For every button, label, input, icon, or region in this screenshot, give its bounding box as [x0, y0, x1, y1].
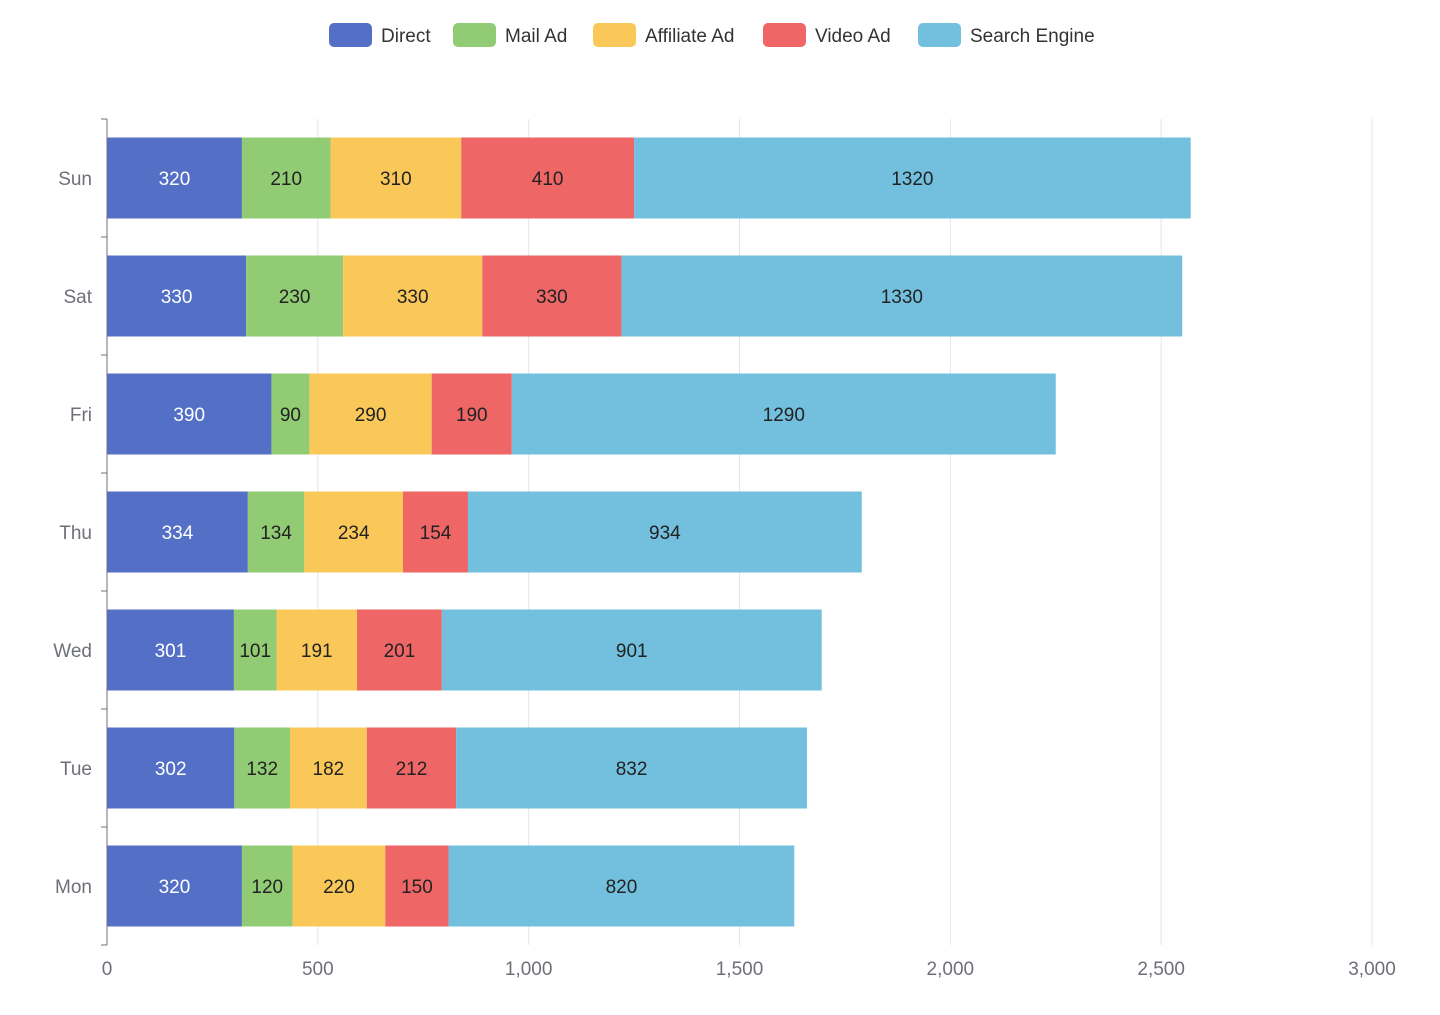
data-label: 330 [397, 287, 429, 308]
bar-segment [241, 845, 293, 927]
bar-segment [448, 845, 795, 927]
data-label: 234 [338, 523, 370, 544]
bar-segment [292, 845, 386, 927]
bar-segment [107, 137, 242, 219]
data-label: 1330 [881, 287, 923, 308]
data-label: 832 [616, 759, 648, 780]
x-tick-label: 0 [102, 959, 113, 980]
bar-segment [271, 373, 310, 455]
bar-segment [107, 609, 234, 691]
y-category-label: Sat [63, 287, 92, 308]
legend-swatch [918, 23, 961, 47]
legend-swatch [329, 23, 372, 47]
data-label: 330 [161, 287, 193, 308]
bar-segment [467, 491, 862, 573]
legend: Direct Mail Ad Affiliate Ad Video Ad Search … [329, 23, 1095, 47]
bar-segment [385, 845, 449, 927]
data-label: 390 [173, 405, 205, 426]
bar-segment [343, 255, 483, 337]
data-label: 330 [536, 287, 568, 308]
bar-segment [456, 727, 807, 809]
legend-label: Video Ad [815, 26, 891, 47]
bar-segment [107, 845, 242, 927]
bar-segment [330, 137, 462, 219]
data-label: 210 [270, 169, 302, 190]
bar-segment [107, 727, 235, 809]
data-label: 901 [616, 641, 648, 662]
legend-swatch [593, 23, 636, 47]
legend-label: Affiliate Ad [645, 26, 734, 47]
data-label: 154 [420, 523, 452, 544]
bar-segment [107, 491, 248, 573]
data-label: 150 [401, 877, 433, 898]
bar-segment [309, 373, 432, 455]
bar-segment [241, 137, 331, 219]
data-label: 230 [279, 287, 311, 308]
legend-label: Direct [381, 26, 431, 47]
data-label: 290 [355, 405, 387, 426]
bar-segment [246, 255, 344, 337]
x-tick-label: 1,000 [505, 959, 553, 980]
data-label: 301 [155, 641, 187, 662]
data-label: 1290 [763, 405, 805, 426]
x-tick-label: 2,000 [927, 959, 975, 980]
bar-segment [357, 609, 442, 691]
data-label: 190 [456, 405, 488, 426]
x-tick-label: 1,500 [716, 959, 764, 980]
bar-segment [511, 373, 1056, 455]
bar-segment [482, 255, 622, 337]
bar-segment [290, 727, 367, 809]
data-label: 320 [159, 877, 191, 898]
data-label: 191 [301, 641, 333, 662]
x-tick-label: 3,000 [1348, 959, 1396, 980]
bar-segment [304, 491, 404, 573]
data-label: 1320 [891, 169, 933, 190]
bar-segment [107, 373, 272, 455]
x-tick-label: 2,500 [1137, 959, 1185, 980]
legend-label: Mail Ad [505, 26, 567, 47]
bar-segment [234, 727, 291, 809]
data-label: 120 [251, 877, 283, 898]
legend-label: Search Engine [970, 26, 1095, 47]
axes: 0 500 1,000 1,500 2,000 2,500 3,000 Mon Tue Wed Th… [53, 118, 1396, 980]
data-label: 410 [532, 169, 564, 190]
bar-segment [366, 727, 457, 809]
x-tick-label: 500 [302, 959, 334, 980]
data-label: 90 [280, 405, 301, 426]
y-category-label: Wed [53, 641, 92, 662]
y-category-label: Tue [60, 759, 92, 780]
y-category-label: Sun [58, 169, 92, 190]
bar-segment [634, 137, 1191, 219]
data-label: 101 [239, 641, 271, 662]
data-label: 132 [246, 759, 278, 780]
bar-segment [276, 609, 358, 691]
bar-segment [403, 491, 468, 573]
data-label: 134 [260, 523, 292, 544]
data-label: 934 [649, 523, 681, 544]
data-label: 320 [159, 169, 191, 190]
data-label: 302 [155, 759, 187, 780]
bar-segment [621, 255, 1183, 337]
data-label: 201 [384, 641, 416, 662]
data-label: 212 [396, 759, 428, 780]
legend-swatch [453, 23, 496, 47]
data-label: 220 [323, 877, 355, 898]
y-category-label: Fri [70, 405, 92, 426]
y-category-label: Mon [55, 877, 92, 898]
bar-segment [233, 609, 277, 691]
bar-segment [247, 491, 305, 573]
data-label: 334 [162, 523, 194, 544]
bars: 320 120 220 150 820 302 132 182 212 832 301 101 191 2… [107, 137, 1191, 927]
data-label: 820 [606, 877, 638, 898]
data-label: 310 [380, 169, 412, 190]
y-category-label: Thu [59, 523, 92, 544]
bar-segment [431, 373, 512, 455]
data-label: 182 [313, 759, 345, 780]
legend-swatch [763, 23, 806, 47]
bar-segment [441, 609, 822, 691]
bar-segment [107, 255, 247, 337]
bar-segment [461, 137, 635, 219]
